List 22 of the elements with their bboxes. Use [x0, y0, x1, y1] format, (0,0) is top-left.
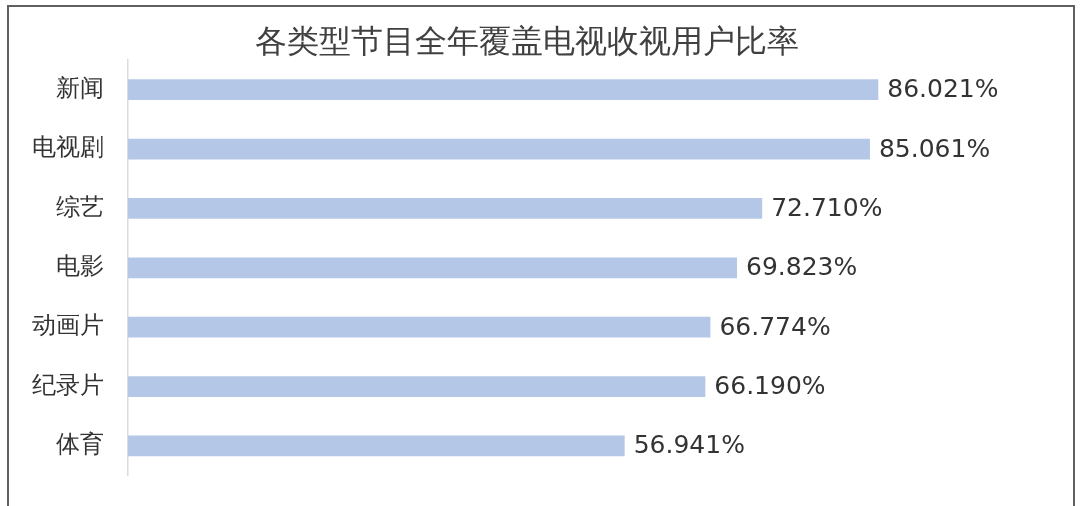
y-tick-label: 新闻: [56, 73, 104, 102]
bar: [128, 198, 763, 219]
y-tick-label: 电视剧: [32, 133, 104, 162]
bar: [128, 257, 738, 279]
data-label: 56.941%: [633, 430, 745, 460]
data-label: 69.823%: [746, 252, 858, 282]
data-label: 66.774%: [719, 311, 831, 341]
data-label: 85.061%: [878, 133, 991, 163]
data-label: 72.710%: [771, 192, 883, 222]
chart-title: 各类型节目全年覆盖电视收视用户比率: [254, 22, 800, 60]
bar: [128, 316, 711, 338]
y-tick-label: 电影: [56, 252, 104, 281]
bar: [128, 376, 706, 397]
data-label: 66.190%: [714, 371, 826, 401]
y-tick-label: 动画片: [32, 311, 104, 340]
data-label: 86.021%: [887, 74, 999, 104]
y-tick-label: 纪录片: [32, 370, 104, 399]
y-tick-label: 体育: [56, 430, 104, 459]
y-tick-label: 综艺: [56, 192, 104, 221]
bar: [128, 79, 879, 101]
bar: [128, 435, 625, 457]
bar: [128, 138, 870, 160]
